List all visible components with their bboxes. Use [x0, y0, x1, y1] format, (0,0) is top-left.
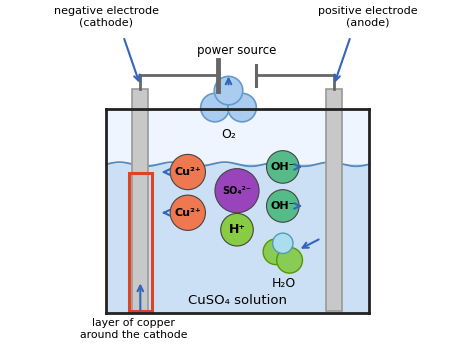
Text: OH⁻: OH⁻ — [271, 162, 295, 172]
Circle shape — [273, 233, 293, 254]
Circle shape — [201, 93, 229, 122]
Text: positive electrode
(anode): positive electrode (anode) — [318, 6, 418, 27]
Circle shape — [170, 155, 205, 190]
Text: Cu²⁺: Cu²⁺ — [174, 208, 201, 218]
Circle shape — [266, 190, 299, 222]
Text: H⁺: H⁺ — [228, 223, 246, 236]
Text: SO₄²⁻: SO₄²⁻ — [222, 186, 252, 196]
Text: negative electrode
(cathode): negative electrode (cathode) — [54, 6, 159, 27]
Bar — [129, 173, 152, 311]
Bar — [132, 89, 148, 311]
Text: power source: power source — [197, 44, 277, 57]
Bar — [106, 109, 369, 164]
Circle shape — [266, 151, 299, 183]
Text: Cu²⁺: Cu²⁺ — [174, 167, 201, 177]
Text: O₂: O₂ — [221, 128, 236, 141]
Circle shape — [228, 93, 256, 122]
Circle shape — [214, 76, 243, 105]
Text: H₂O: H₂O — [272, 277, 296, 290]
Text: CuSO₄ solution: CuSO₄ solution — [188, 294, 286, 307]
Circle shape — [170, 195, 205, 230]
Circle shape — [221, 214, 253, 246]
Circle shape — [215, 169, 259, 213]
Text: OH⁻: OH⁻ — [271, 201, 295, 211]
Circle shape — [277, 247, 302, 273]
Bar — [106, 109, 369, 313]
Circle shape — [263, 239, 289, 265]
Text: layer of copper
around the cathode: layer of copper around the cathode — [80, 318, 187, 339]
Bar — [326, 89, 342, 311]
